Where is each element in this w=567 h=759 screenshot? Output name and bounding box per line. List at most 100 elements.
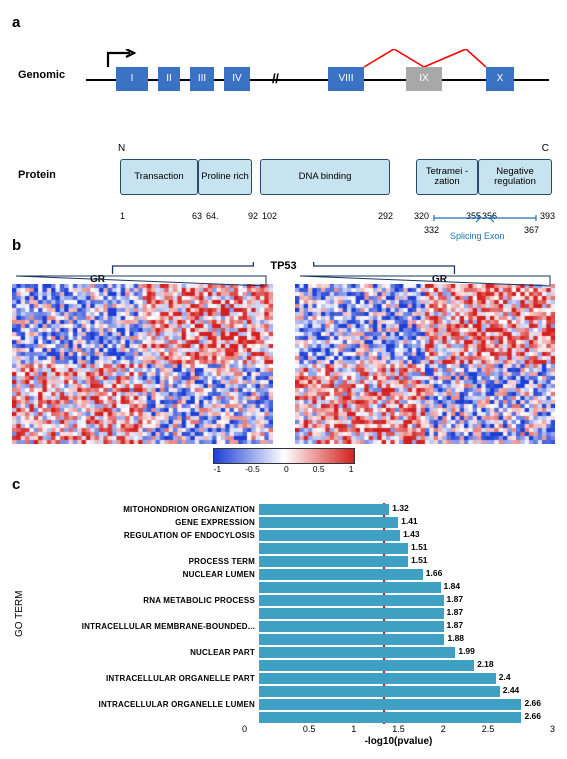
go-barbox: 1.51 bbox=[259, 556, 555, 567]
wedge-right-icon bbox=[296, 274, 554, 288]
coord-label: 63 bbox=[192, 211, 202, 221]
go-bar bbox=[259, 647, 455, 658]
colorbar-ticks: -1-0.500.51 bbox=[214, 464, 354, 474]
go-value: 1.99 bbox=[458, 646, 475, 656]
protein-label: Protein bbox=[18, 169, 56, 181]
panel-c: GO TERM MITOHONDRION ORGANIZATION1.32GEN… bbox=[12, 503, 555, 747]
heatmap-right-canvas bbox=[295, 284, 556, 444]
go-value: 1.43 bbox=[403, 529, 420, 539]
go-term-label: PROCESS TERM bbox=[25, 557, 259, 566]
protein-domain: Tetramei -zation bbox=[416, 159, 478, 195]
exon: VIII bbox=[328, 67, 364, 91]
go-row: 1.51 bbox=[25, 542, 555, 555]
exon: I bbox=[116, 67, 148, 91]
go-chart: MITOHONDRION ORGANIZATION1.32GENE EXPRES… bbox=[25, 503, 555, 724]
go-term-label: GENE EXPRESSION bbox=[25, 518, 259, 527]
go-barbox: 1.84 bbox=[259, 582, 555, 593]
go-barbox: 1.32 bbox=[259, 504, 555, 515]
panel-a: Genomic / / IIIIIIIVVIIIIXX Protein N C … bbox=[12, 35, 555, 235]
go-row: INTRACELLULAR ORGANELLE LUMEN2.66 bbox=[25, 698, 555, 711]
go-barbox: 1.51 bbox=[259, 543, 555, 554]
go-bar bbox=[259, 673, 496, 684]
go-xtick: 1 bbox=[331, 724, 376, 734]
wedge-left-icon bbox=[12, 274, 270, 288]
go-xtick: 1.5 bbox=[376, 724, 421, 734]
c-terminus: C bbox=[542, 143, 549, 154]
go-bar bbox=[259, 634, 444, 645]
go-bar bbox=[259, 608, 444, 619]
go-term-label: REGULATION OF ENDOCYLOSIS bbox=[25, 531, 259, 540]
go-row: 1.88 bbox=[25, 633, 555, 646]
splice-label: Splicing Exon bbox=[450, 231, 505, 241]
go-value: 1.84 bbox=[444, 581, 461, 591]
go-row: MITOHONDRION ORGANIZATION1.32 bbox=[25, 503, 555, 516]
go-value: 1.88 bbox=[447, 633, 464, 643]
go-bar bbox=[259, 712, 521, 723]
colorbar-tick: 0 bbox=[284, 464, 289, 474]
go-barbox: 1.43 bbox=[259, 530, 555, 541]
go-term-label: MITOHONDRION ORGANIZATION bbox=[25, 505, 259, 514]
go-bar bbox=[259, 569, 423, 580]
coord-label: 92 bbox=[248, 211, 258, 221]
go-barbox: 1.66 bbox=[259, 569, 555, 580]
go-row: NUCLEAR PART1.99 bbox=[25, 646, 555, 659]
go-value: 1.51 bbox=[411, 555, 428, 565]
protein-domain: Proline rich bbox=[198, 159, 252, 195]
splice-bracket-icon bbox=[430, 213, 540, 227]
go-barbox: 2.18 bbox=[259, 660, 555, 671]
go-bar bbox=[259, 621, 444, 632]
coord-label: 64. bbox=[206, 211, 219, 221]
heatmap-right bbox=[295, 284, 556, 444]
colorbar-tick: -0.5 bbox=[245, 464, 260, 474]
go-row: GENE EXPRESSION1.41 bbox=[25, 516, 555, 529]
exon: II bbox=[158, 67, 180, 91]
go-bar bbox=[259, 504, 389, 515]
go-bar bbox=[259, 517, 398, 528]
panel-c-letter: c bbox=[12, 476, 555, 493]
go-value: 2.66 bbox=[524, 711, 541, 721]
go-row: 2.18 bbox=[25, 659, 555, 672]
go-ylabel: GO TERM bbox=[12, 503, 25, 724]
exon: III bbox=[190, 67, 214, 91]
protein-domain: Negative regulation bbox=[478, 159, 552, 195]
go-bar bbox=[259, 530, 400, 541]
go-bar bbox=[259, 660, 474, 671]
go-xtick: 0 bbox=[242, 724, 287, 734]
tp53-header: TP53 GR GR bbox=[12, 260, 555, 282]
heatmaps bbox=[12, 284, 555, 444]
go-barbox: 2.66 bbox=[259, 712, 555, 723]
coord-label: 1 bbox=[120, 211, 125, 221]
go-barbox: 1.87 bbox=[259, 595, 555, 606]
exon: IX bbox=[406, 67, 442, 91]
go-xtick: 3 bbox=[510, 724, 555, 734]
exon: X bbox=[486, 67, 514, 91]
go-row: 2.66 bbox=[25, 711, 555, 724]
go-bar bbox=[259, 686, 500, 697]
go-xtick: 2 bbox=[421, 724, 466, 734]
coord-label: 102 bbox=[262, 211, 277, 221]
go-value: 2.66 bbox=[524, 698, 541, 708]
go-bar bbox=[259, 556, 408, 567]
go-value: 1.66 bbox=[426, 568, 443, 578]
colorbar-tick: -1 bbox=[214, 464, 222, 474]
go-row: REGULATION OF ENDOCYLOSIS 1.43 bbox=[25, 529, 555, 542]
go-barbox: 1.87 bbox=[259, 621, 555, 632]
go-row: PROCESS TERM 1.51 bbox=[25, 555, 555, 568]
protein-domain: DNA binding bbox=[260, 159, 390, 195]
heatmap-left bbox=[12, 284, 273, 444]
exon: IV bbox=[224, 67, 250, 91]
colorbar: -1-0.500.51 bbox=[12, 448, 555, 474]
go-value: 1.87 bbox=[447, 607, 464, 617]
go-xtick: 0.5 bbox=[287, 724, 332, 734]
go-row: INTRACELLULAR MEMBRANE-BOUNDED...1.87 bbox=[25, 620, 555, 633]
go-bar bbox=[259, 543, 408, 554]
go-barbox: 1.88 bbox=[259, 634, 555, 645]
go-term-label: NUCLEAR LUMEN bbox=[25, 570, 259, 579]
go-barbox: 1.41 bbox=[259, 517, 555, 528]
coord-label: 292 bbox=[378, 211, 393, 221]
go-row: NUCLEAR LUMEN 1.66 bbox=[25, 568, 555, 581]
go-value: 1.87 bbox=[447, 620, 464, 630]
go-row: RNA METABOLIC PROCESS1.87 bbox=[25, 594, 555, 607]
go-bar bbox=[259, 699, 521, 710]
go-xtick: 2.5 bbox=[466, 724, 511, 734]
